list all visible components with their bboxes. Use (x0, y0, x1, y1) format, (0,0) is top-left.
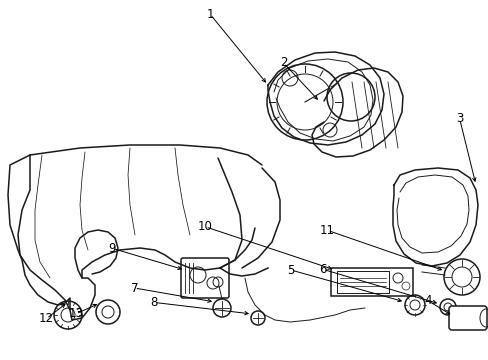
Text: 10: 10 (198, 220, 212, 233)
Text: 11: 11 (320, 224, 334, 237)
Text: 13: 13 (68, 307, 83, 320)
Text: 5: 5 (286, 264, 294, 276)
Text: 2: 2 (279, 57, 287, 69)
Text: 4: 4 (423, 294, 431, 307)
FancyBboxPatch shape (330, 268, 412, 296)
Text: 9: 9 (108, 242, 116, 255)
Text: 12: 12 (39, 312, 54, 325)
Text: 8: 8 (150, 296, 158, 309)
FancyBboxPatch shape (448, 306, 486, 330)
Text: 6: 6 (318, 263, 326, 276)
Text: 7: 7 (130, 282, 138, 294)
Text: 3: 3 (455, 112, 463, 125)
Text: 1: 1 (206, 8, 214, 21)
FancyBboxPatch shape (181, 258, 228, 298)
